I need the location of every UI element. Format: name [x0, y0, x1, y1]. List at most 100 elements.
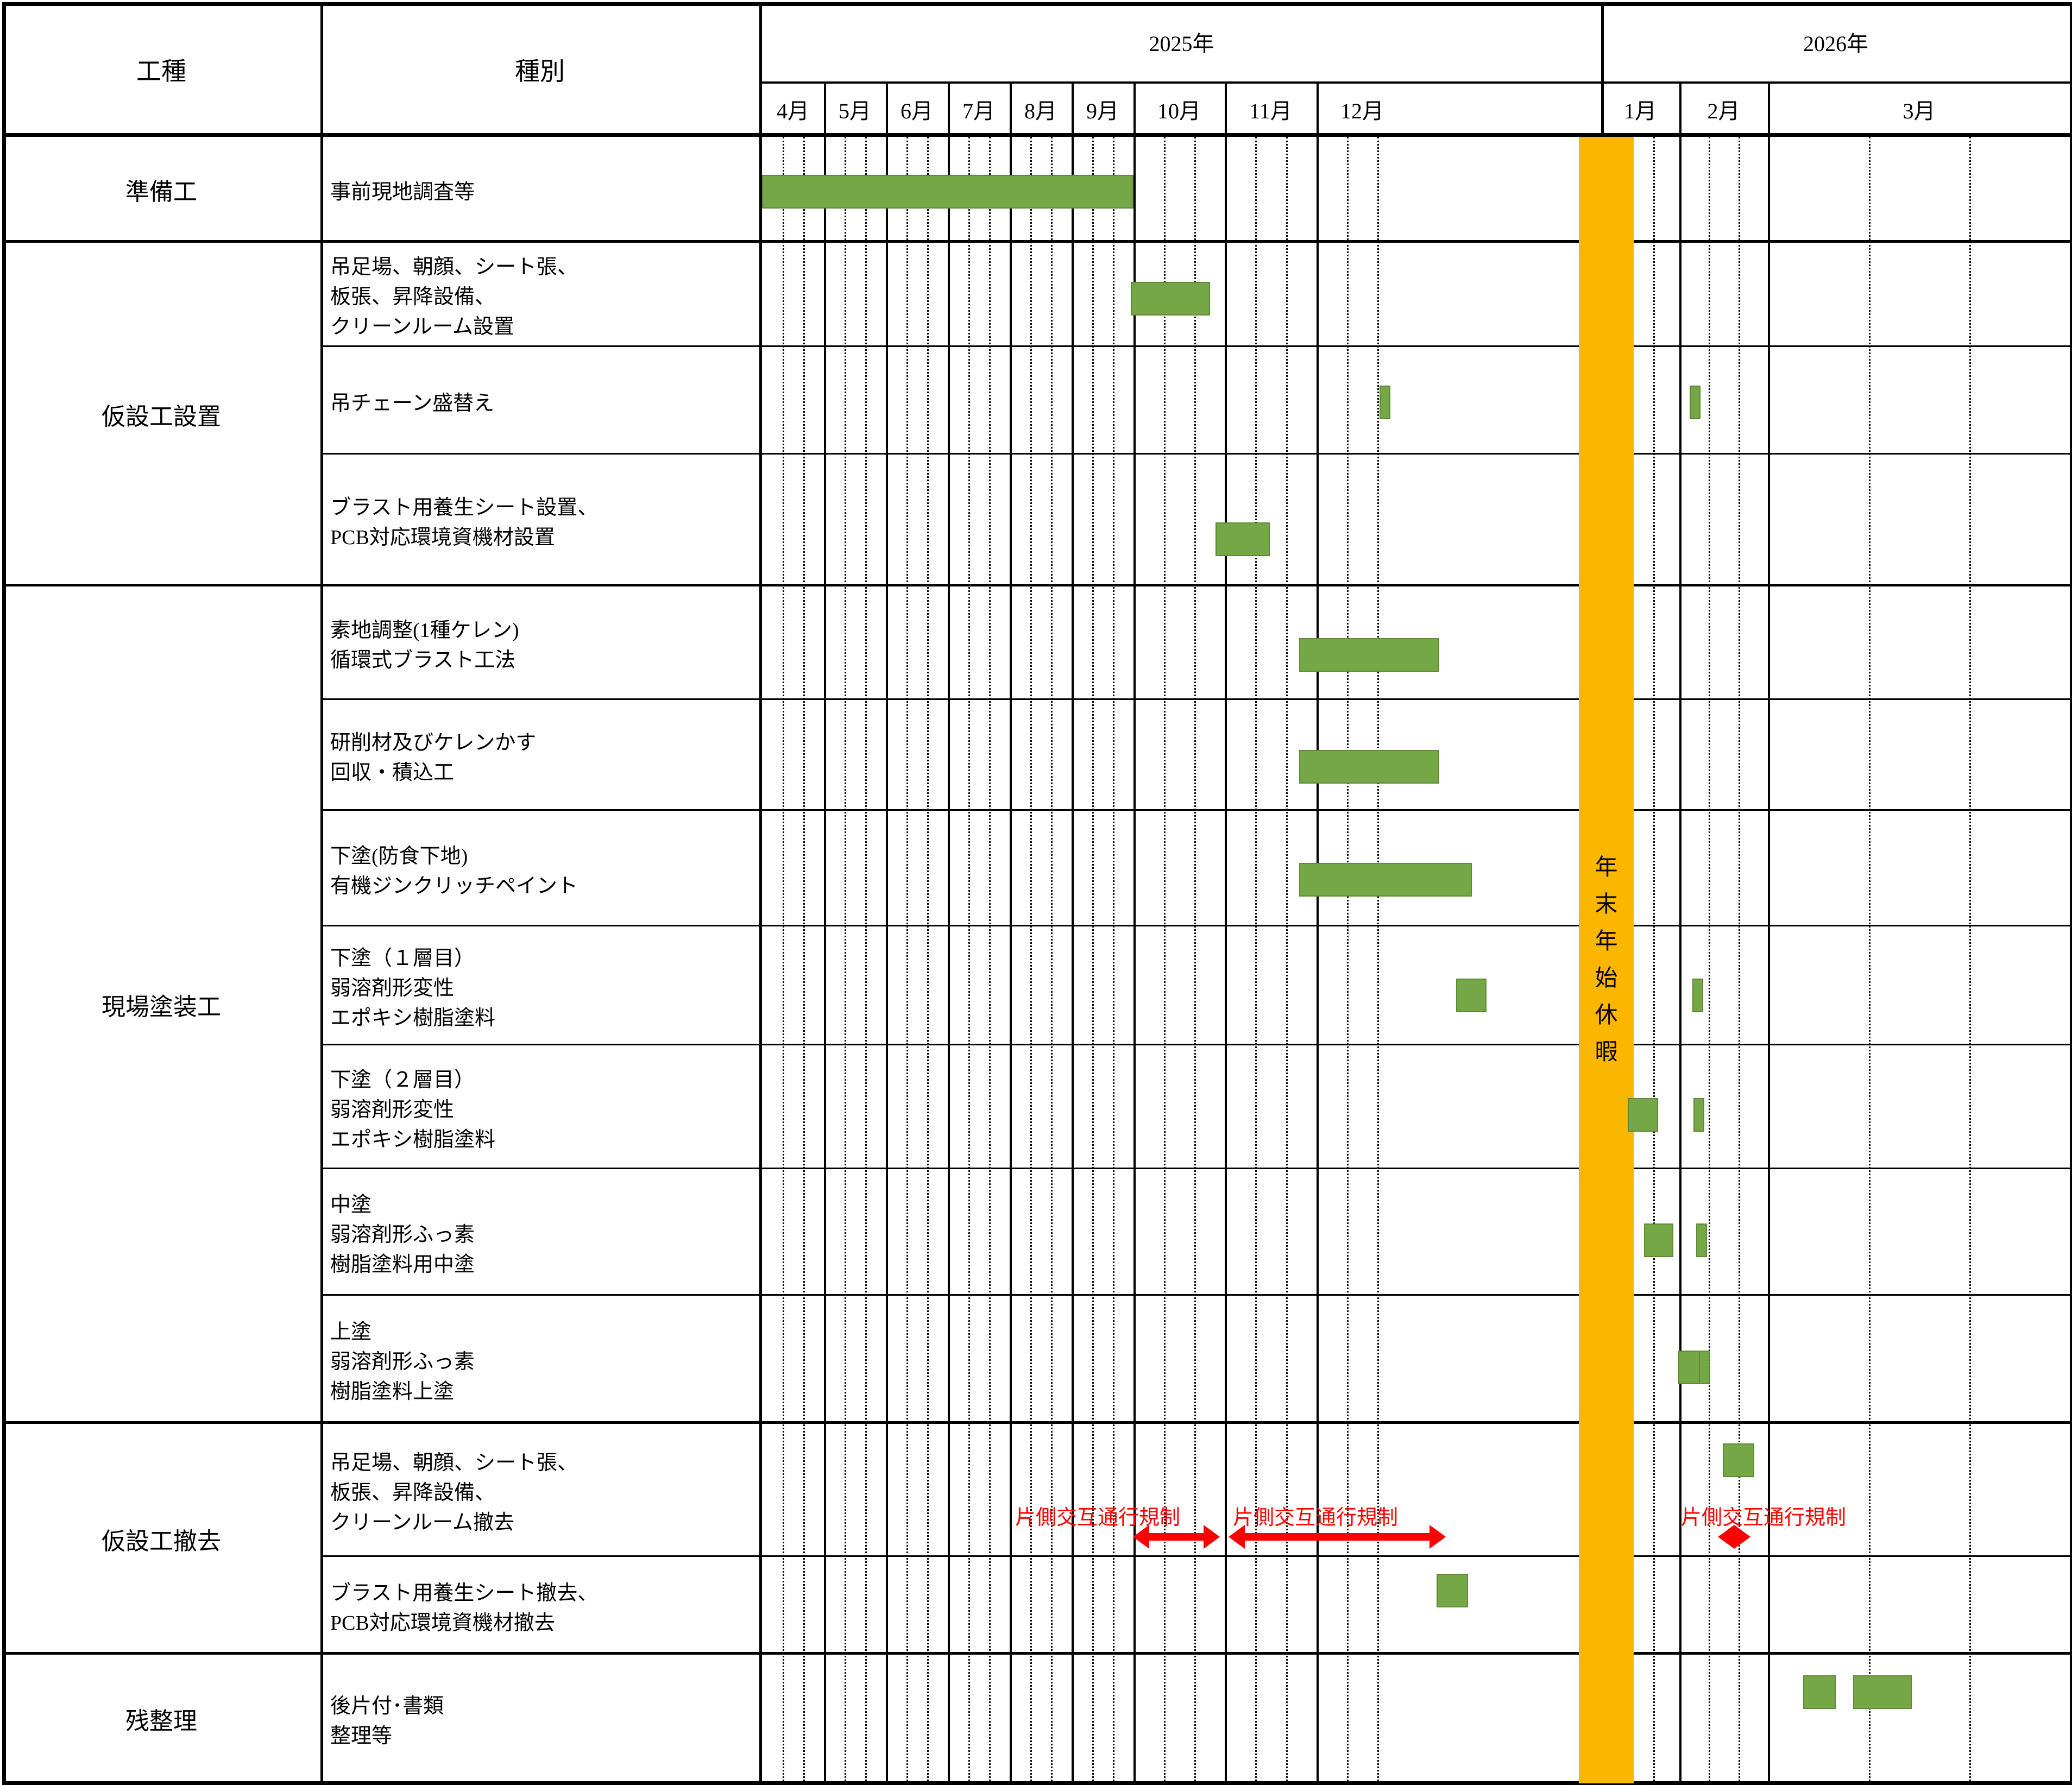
gantt-bar-11[interactable]	[1628, 1098, 1658, 1132]
page-title-kousyu: 工種	[136, 58, 186, 85]
traffic-restriction-label-1: 片側交互通行規制	[1015, 1506, 1181, 1529]
gantt-bar-19[interactable]	[1803, 1675, 1836, 1709]
month-header-12月: 12月	[1340, 99, 1384, 123]
month-divider-7月	[948, 81, 950, 1781]
gantt-bar-16[interactable]	[1699, 1351, 1710, 1384]
gantt-bar-5[interactable]	[1216, 522, 1270, 556]
month-divider-12月	[1317, 81, 1319, 1781]
arrow-head-left	[1229, 1525, 1245, 1549]
arrow-shaft	[1146, 1533, 1207, 1541]
month-divider-8月	[1010, 81, 1012, 1781]
gantt-bar-12[interactable]	[1693, 1098, 1704, 1132]
gantt-bar-20[interactable]	[1853, 1675, 1912, 1709]
row-rule-3	[320, 345, 2070, 347]
month-divider-3月	[1768, 81, 1770, 1781]
subdivision-line	[1255, 137, 1257, 1781]
row-rule-9	[320, 1044, 2070, 1045]
col-divider-kousyu	[320, 2, 323, 1781]
gantt-bar-9[interactable]	[1456, 979, 1487, 1012]
row-rule-8	[320, 925, 2070, 926]
subdivision-line	[906, 137, 908, 1781]
row-label-3: 吊チェーン盛替え	[330, 392, 495, 415]
holiday-char-1: 年	[1595, 855, 1618, 880]
row-rule-7	[320, 809, 2070, 811]
row-rule-14	[320, 1652, 2070, 1654]
month-header-3月: 3月	[1903, 99, 1936, 123]
row-label-1: 事前現地調査等	[330, 180, 475, 204]
row-rule-12	[320, 1422, 2070, 1423]
subdivision-line	[1347, 137, 1349, 1781]
gantt-bar-3[interactable]	[1380, 386, 1390, 419]
holiday-char-4: 始	[1595, 966, 1618, 991]
row-label-2: 吊足場、朝顔、シート張、 板張、昇降設備、 クリーンルーム設置	[330, 256, 578, 338]
group-label-3: 現場塗装工	[102, 994, 221, 1020]
month-divider-5月	[824, 81, 826, 1781]
subdivision-line	[845, 137, 846, 1781]
gantt-bar-18[interactable]	[1437, 1574, 1468, 1607]
gantt-bar-6[interactable]	[1299, 638, 1439, 672]
row-rule-6	[320, 698, 2070, 700]
gantt-bar-17[interactable]	[1723, 1443, 1754, 1477]
year-header-1: 2025年	[1149, 31, 1214, 56]
month-header-6月: 6月	[900, 99, 933, 123]
subdivision-line	[1194, 137, 1196, 1781]
month-header-1月: 1月	[1624, 99, 1657, 123]
subdivision-line	[865, 137, 867, 1781]
gantt-bar-13[interactable]	[1644, 1223, 1673, 1257]
month-header-5月: 5月	[839, 99, 871, 123]
subdivision-line	[1164, 137, 1166, 1781]
page-title-syubetsu: 種別	[515, 58, 565, 85]
subdivision-line	[927, 137, 929, 1781]
subdivision-line	[1113, 137, 1114, 1781]
traffic-restriction-label-2: 片側交互通行規制	[1233, 1506, 1399, 1529]
arrow-head-right	[1429, 1525, 1446, 1549]
row-rule-2	[320, 241, 2070, 242]
row-label-4: ブラスト用養生シート設置、 PCB対応環境資機材設置	[330, 496, 599, 549]
gantt-bar-8[interactable]	[1299, 863, 1472, 897]
gantt-bar-14[interactable]	[1696, 1223, 1707, 1257]
month-divider-6月	[886, 81, 888, 1781]
subdivision-line	[1709, 137, 1711, 1781]
row-label-10: 中塗 弱溶剤形ふっ素 樹脂塗料用中塗	[330, 1194, 475, 1276]
group-label-5: 残整理	[125, 1708, 197, 1734]
month-header-8月: 8月	[1024, 99, 1057, 123]
arrow-head-left	[1133, 1525, 1149, 1549]
gantt-bar-2[interactable]	[1131, 282, 1210, 316]
holiday-char-6: 暇	[1595, 1040, 1618, 1065]
subdivision-line	[1286, 137, 1288, 1781]
holiday-char-5: 休	[1595, 1003, 1618, 1029]
month-header-2月: 2月	[1707, 99, 1740, 123]
col-divider-syubetsu	[759, 2, 762, 1781]
month-divider-2月	[1679, 81, 1681, 1781]
month-divider-9月	[1072, 81, 1074, 1781]
row-label-8: 下塗（１層目） 弱溶剤形変性 エポキシ樹脂塗料	[330, 947, 496, 1030]
frame-left	[2, 2, 6, 1781]
arrow-head-right	[1734, 1525, 1750, 1549]
frame-top	[2, 2, 2070, 6]
row-rule-4	[320, 453, 2070, 455]
row-rule-5	[320, 584, 2070, 586]
year-header-2: 2026年	[1803, 31, 1868, 56]
holiday-char-2: 末	[1595, 892, 1618, 917]
row-label-7: 下塗(防食下地) 有機ジンクリッチペイント	[330, 844, 578, 898]
gantt-bar-4[interactable]	[1690, 386, 1701, 419]
gantt-bar-10[interactable]	[1692, 979, 1703, 1012]
header-bottom-rule	[2, 133, 2070, 137]
subdivision-line	[1738, 137, 1740, 1781]
subdivision-line	[803, 137, 805, 1781]
arrow-head-left	[1718, 1525, 1734, 1549]
gantt-bar-7[interactable]	[1299, 750, 1439, 784]
row-label-12: 吊足場、朝顔、シート張、 板張、昇降設備、 クリーンルーム撤去	[330, 1451, 578, 1534]
subdivision-line	[1653, 137, 1655, 1781]
subdivision-line	[968, 137, 970, 1781]
subdivision-line	[989, 137, 991, 1781]
gantt-bar-1[interactable]	[762, 175, 1133, 209]
month-header-10月: 10月	[1157, 99, 1201, 123]
month-divider-11月	[1225, 81, 1227, 1781]
row-label-6: 研削材及びケレンかす 回収・積込工	[330, 731, 537, 784]
group-label-4: 仮設工撤去	[102, 1528, 221, 1555]
row-label-5: 素地調整(1種ケレン) 循環式ブラスト工法	[330, 619, 519, 672]
row-label-13: ブラスト用養生シート撤去、 PCB対応環境資機材撤去	[330, 1581, 599, 1635]
row-label-14: 後片付･書類 整理等	[330, 1695, 444, 1748]
